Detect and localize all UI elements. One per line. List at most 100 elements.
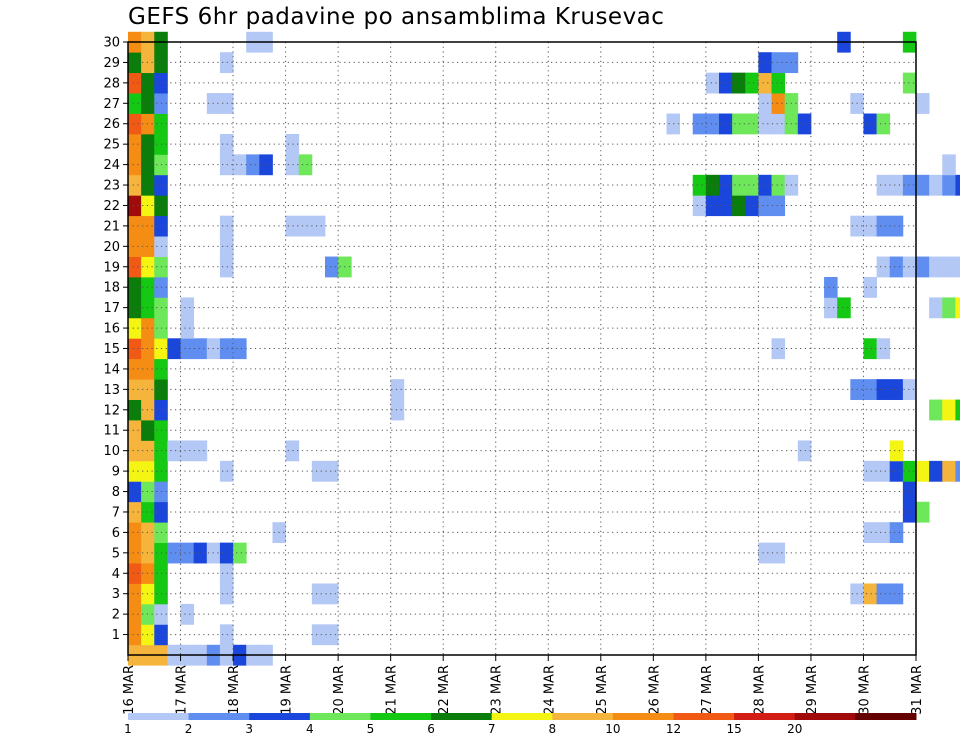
heatmap-cell (298, 154, 313, 176)
heatmap-cell (180, 542, 195, 564)
heatmap-cell (692, 195, 707, 217)
colorbar-label: 20 (787, 722, 802, 736)
x-tick-label: 23 MAR (490, 665, 505, 715)
heatmap-cell (128, 358, 142, 380)
heatmap-cell (876, 256, 891, 278)
heatmap-cell (942, 256, 956, 278)
heatmap-cell (167, 440, 181, 462)
y-tick-label: 18 (103, 281, 120, 296)
x-tick-label: 27 MAR (700, 665, 715, 715)
heatmap-cell (758, 52, 772, 74)
heatmap-cells (128, 31, 960, 666)
heatmap-cell (902, 501, 917, 523)
heatmap-cell (128, 501, 142, 523)
y-tick-label: 3 (112, 587, 120, 602)
heatmap-cell (128, 174, 142, 196)
heatmap-cell (955, 297, 960, 319)
heatmap-cell (863, 215, 877, 237)
heatmap-cell (863, 583, 877, 605)
heatmap-cell (128, 603, 142, 625)
y-tick-label: 5 (112, 546, 120, 561)
heatmap-cell (929, 460, 943, 482)
heatmap-cell (128, 195, 142, 217)
heatmap-cell (180, 440, 195, 462)
heatmap-cell (325, 460, 339, 482)
heatmap-cell (916, 460, 930, 482)
heatmap-cell (797, 440, 812, 462)
heatmap-cell (259, 154, 273, 176)
heatmap-cell (771, 542, 786, 564)
heatmap-cell (902, 72, 917, 94)
x-tick-label: 26 MAR (647, 665, 662, 715)
heatmap-cell (128, 256, 142, 278)
heatmap-cell (876, 113, 891, 135)
heatmap-cell (902, 481, 917, 503)
heatmap-cell (942, 174, 956, 196)
heatmap-cell (876, 583, 891, 605)
heatmap-cell (128, 542, 142, 564)
y-tick-label: 9 (112, 465, 120, 480)
heatmap-cell (942, 399, 956, 421)
heatmap-cell (902, 460, 917, 482)
colorbar-label: 2 (185, 722, 193, 736)
heatmap-cell (863, 113, 877, 135)
y-tick-label: 2 (112, 608, 120, 623)
heatmap-cell (128, 276, 142, 298)
heatmap-cell (824, 276, 838, 298)
y-tick-label: 20 (103, 240, 120, 255)
heatmap-cell (311, 583, 326, 605)
heatmap-cell (128, 522, 142, 544)
y-tick-label: 10 (103, 444, 120, 459)
y-tick-label: 30 (103, 36, 120, 51)
x-tick-label: 17 MAR (175, 665, 190, 715)
heatmap-cell (285, 154, 300, 176)
heatmap-cell (219, 460, 234, 482)
colorbar-label: 6 (427, 722, 435, 736)
y-tick-label: 21 (103, 219, 120, 234)
colorbar-label: 7 (488, 722, 496, 736)
heatmap-cell (771, 113, 786, 135)
x-tick-label: 31 MAR (910, 665, 925, 715)
y-tick-label: 14 (103, 362, 120, 377)
heatmap-cell (193, 338, 208, 360)
heatmap-cell (916, 174, 930, 196)
x-tick-label: 28 MAR (752, 665, 767, 715)
heatmap-cell (285, 440, 300, 462)
x-tick-label: 21 MAR (385, 665, 400, 715)
heatmap-cell (128, 215, 142, 237)
heatmap-cell (692, 174, 707, 196)
heatmap-cell (128, 379, 142, 400)
colorbar-label: 10 (605, 722, 620, 736)
heatmap-cell (180, 297, 195, 319)
heatmap-cell (732, 174, 746, 196)
heatmap-cell (758, 93, 772, 114)
heatmap-cell (889, 174, 904, 196)
heatmap-cell (889, 583, 904, 605)
heatmap-cell (128, 440, 142, 462)
heatmap-cell (705, 174, 720, 196)
heatmap-cell (758, 113, 772, 135)
x-tick-label: 29 MAR (805, 665, 820, 715)
y-tick-label: 16 (103, 322, 120, 337)
colorbar-label: 8 (548, 722, 556, 736)
heatmap-cell (390, 379, 405, 400)
heatmap-cell (889, 460, 904, 482)
x-tick-label: 22 MAR (437, 665, 452, 715)
heatmap-cell (902, 174, 917, 196)
colorbar-label: 12 (666, 722, 681, 736)
y-tick-label: 22 (103, 199, 120, 214)
heatmap-cell (942, 297, 956, 319)
y-tick-label: 11 (103, 424, 120, 439)
heatmap-cell (889, 440, 904, 462)
heatmap-cell (246, 154, 260, 176)
heatmap-cell (311, 215, 326, 237)
heatmap-cell (705, 72, 720, 94)
heatmap-cell (876, 379, 891, 400)
x-tick-label: 18 MAR (227, 665, 242, 715)
heatmap-cell (128, 420, 142, 441)
heatmap-cell (876, 522, 891, 544)
colorbar-swatch (309, 713, 371, 720)
heatmap-cell (705, 113, 720, 135)
heatmap-cell (128, 563, 142, 584)
heatmap-cell (929, 256, 943, 278)
